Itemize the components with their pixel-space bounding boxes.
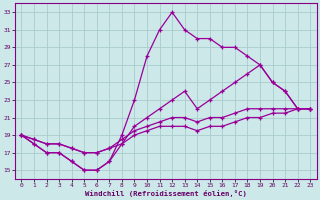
X-axis label: Windchill (Refroidissement éolien,°C): Windchill (Refroidissement éolien,°C): [85, 190, 247, 197]
